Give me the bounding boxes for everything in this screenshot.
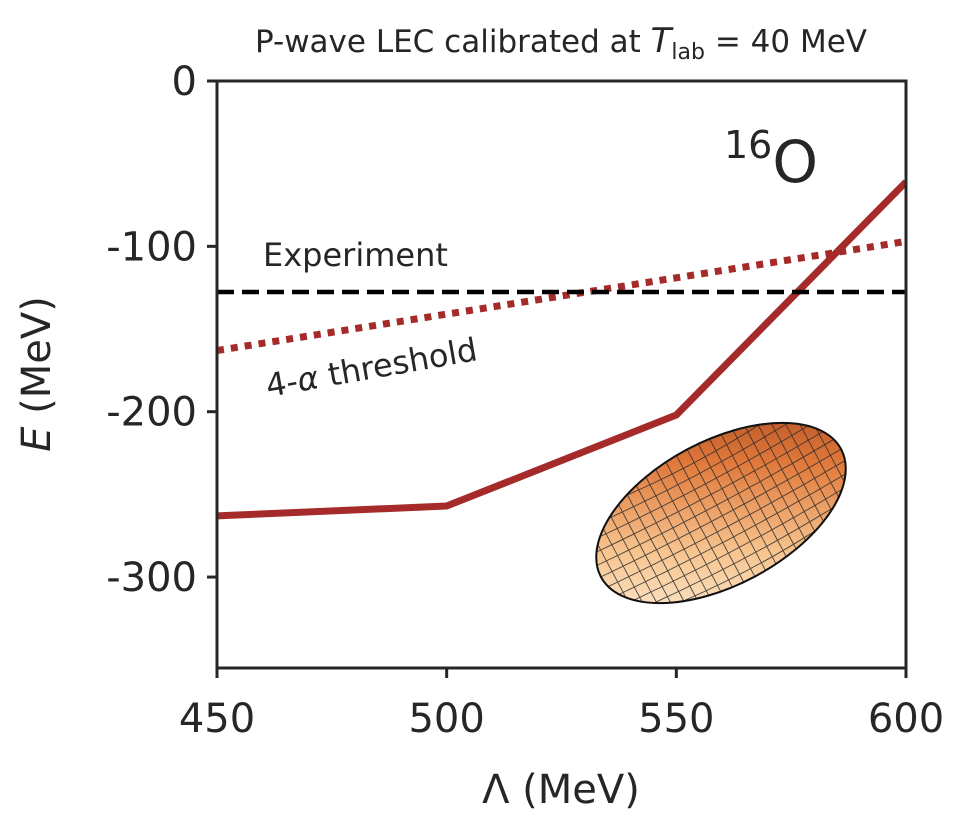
ellipsoid-grid-line bbox=[697, 443, 766, 571]
ellipsoid-grid-line bbox=[745, 427, 807, 541]
ellipsoid-grid-line bbox=[784, 422, 832, 511]
y-tick-label: -200 bbox=[106, 390, 197, 436]
experiment-annotation: Experiment bbox=[263, 236, 448, 274]
x-tick-label: 500 bbox=[408, 696, 484, 742]
ellipsoid-grid-line bbox=[720, 434, 787, 557]
ellipsoid-grid-line bbox=[633, 489, 843, 601]
ellipsoid-grid-line bbox=[608, 460, 846, 587]
ellipsoid-grid-line bbox=[653, 507, 834, 604]
ellipsoid-grid-line bbox=[635, 485, 697, 599]
ellipsoid-grid-line bbox=[599, 425, 809, 537]
x-axis-label: Λ (MeV) bbox=[482, 767, 640, 813]
y-tick-label: 0 bbox=[172, 59, 197, 105]
x-tick-label: 550 bbox=[638, 696, 714, 742]
ellipsoid-grid-line bbox=[676, 455, 745, 583]
plot-frame bbox=[215, 79, 908, 670]
ellipsoid-grid-line bbox=[610, 515, 658, 604]
x-tick-label: 600 bbox=[868, 696, 944, 742]
threshold-annotation: 4-α threshold bbox=[263, 330, 480, 405]
ellipsoid-grid-line bbox=[602, 528, 643, 603]
y-axis-ticks: 0 -100 -200 -300 bbox=[106, 59, 217, 601]
ellipsoid-grid-line bbox=[645, 476, 710, 596]
oxygen-nucleus-ellipsoid-illustration bbox=[595, 421, 847, 605]
ellipsoid-grid-line bbox=[655, 469, 722, 592]
ellipsoid-grid-line bbox=[600, 448, 842, 578]
ellipsoid-grid-line bbox=[682, 530, 816, 602]
ellipsoid-grid-line bbox=[799, 423, 840, 498]
x-tick-label: 450 bbox=[179, 696, 255, 742]
series-line-four-alpha-threshold bbox=[217, 237, 906, 354]
y-tick-label: -300 bbox=[106, 555, 197, 601]
ellipsoid-grid-line bbox=[665, 461, 733, 588]
ellipsoid-grid-line bbox=[597, 544, 627, 598]
x-axis-ticks: 450 500 550 600 bbox=[179, 668, 944, 742]
nucleus-label: 16O bbox=[724, 123, 818, 196]
chart-title: P-wave LEC calibrated at Tlab = 40 MeV bbox=[255, 21, 867, 65]
ellipsoid-grid-line bbox=[596, 439, 834, 566]
ellipsoid-grid-line bbox=[709, 438, 777, 565]
ellipsoid-grid-line bbox=[732, 430, 797, 550]
ellipsoid-grid-line bbox=[757, 424, 816, 532]
ellipsoid-grid-line bbox=[815, 428, 845, 482]
ellipsoid-grid-line bbox=[596, 431, 824, 553]
ellipsoid-grid-line bbox=[626, 424, 760, 496]
y-axis-label: E (MeV) bbox=[14, 296, 60, 452]
ellipsoid-grid-line bbox=[626, 494, 685, 602]
ellipsoid-grid-line bbox=[686, 449, 756, 577]
ellipsoid-grid-line bbox=[618, 473, 846, 595]
y-tick-label: -100 bbox=[106, 224, 197, 270]
series-line-oxygen16-energy bbox=[217, 179, 906, 520]
data-lines bbox=[217, 179, 906, 520]
ellipsoid-grid-line bbox=[608, 422, 789, 519]
